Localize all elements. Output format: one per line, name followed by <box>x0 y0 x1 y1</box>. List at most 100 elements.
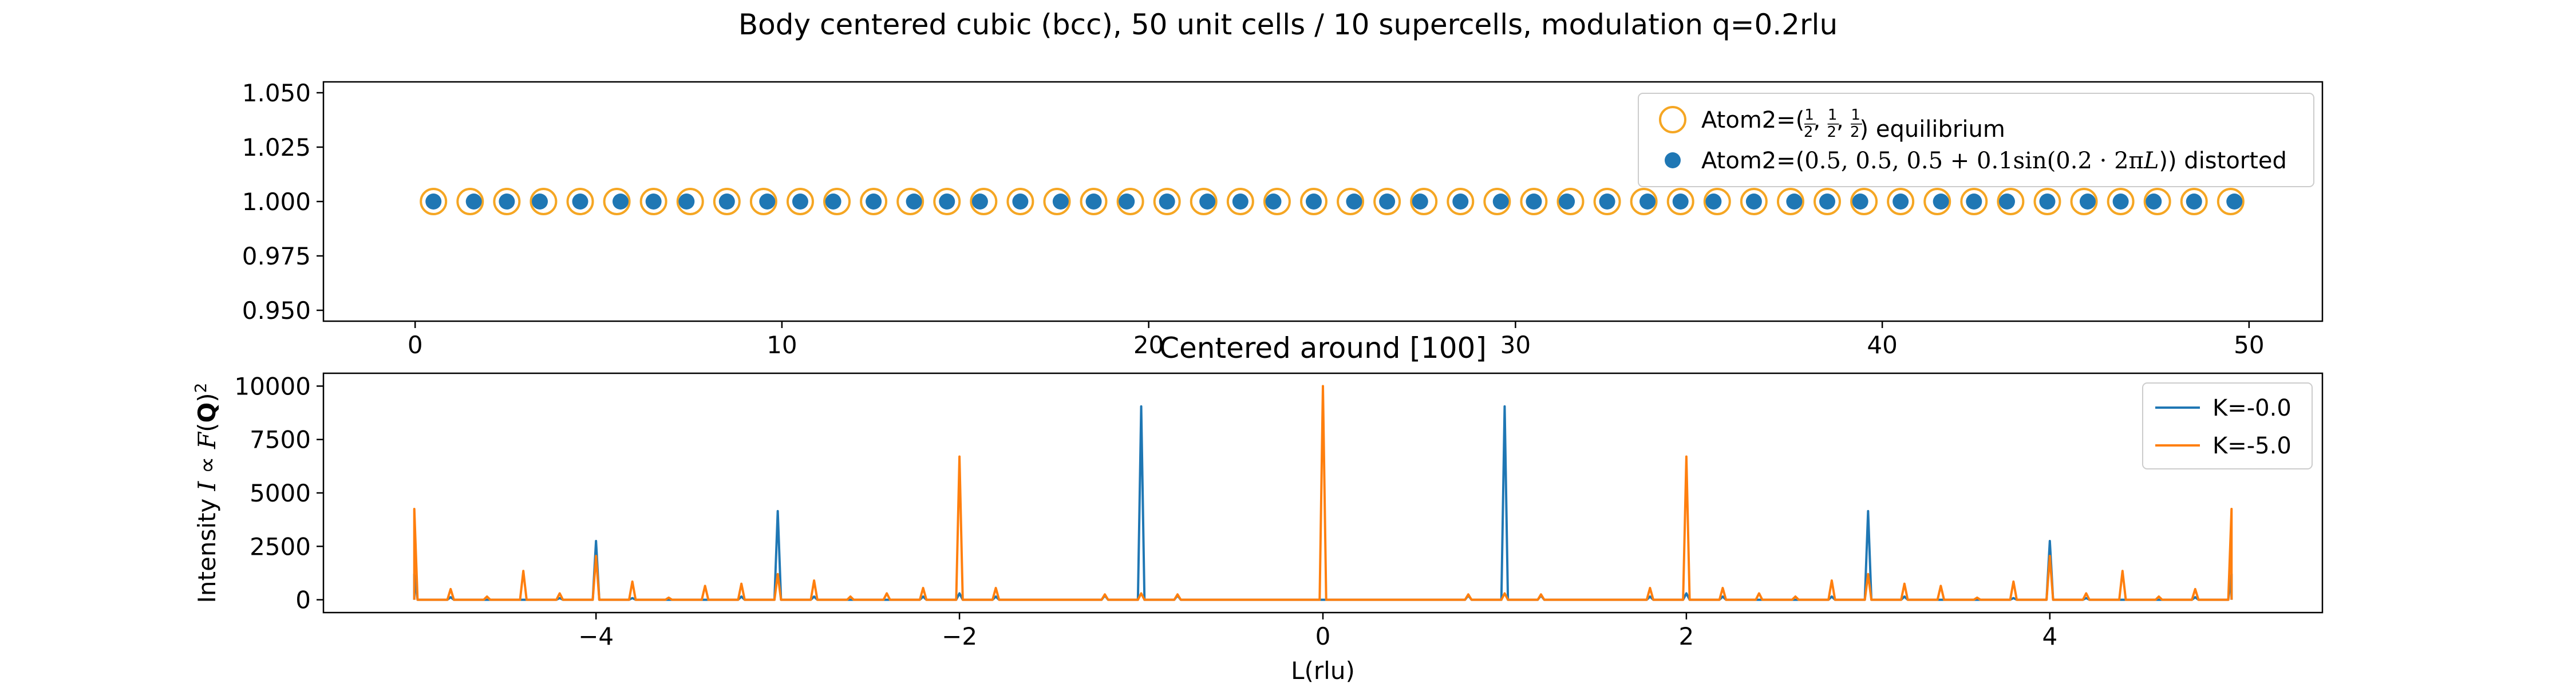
x-tick-label: 0 <box>1315 622 1331 650</box>
distorted-marker <box>792 194 808 210</box>
legend-box <box>1638 93 2314 187</box>
equilibrium-marker <box>1923 188 1951 215</box>
equilibrium-marker <box>749 188 777 215</box>
distorted-marker <box>759 194 776 210</box>
distorted-marker <box>678 194 695 210</box>
distorted-marker <box>1672 194 1689 210</box>
y-tick-label: 1.025 <box>242 133 311 161</box>
distorted-marker <box>2186 194 2202 210</box>
equilibrium-marker <box>1703 188 1731 215</box>
equilibrium-marker <box>1520 188 1548 215</box>
equilibrium-marker <box>1447 188 1475 215</box>
legend-box <box>2142 382 2313 469</box>
equilibrium-marker <box>1410 188 1438 215</box>
equilibrium-marker <box>1006 188 1034 215</box>
y-tick-label: 10000 <box>234 372 311 400</box>
distorted-marker <box>1819 194 1836 210</box>
figure-title: Body centered cubic (bcc), 50 unit cells… <box>738 8 1838 41</box>
equilibrium-marker <box>456 188 484 215</box>
equilibrium-marker <box>1116 188 1144 215</box>
equilibrium-marker <box>1740 188 1768 215</box>
intensity-x-axis: −4 −2 0 2 4 <box>578 613 2057 650</box>
equilibrium-marker <box>2070 188 2098 215</box>
x-tick-label: 40 <box>1867 331 1897 359</box>
equilibrium-marker <box>1373 188 1401 215</box>
equilibrium-marker <box>860 188 888 215</box>
equilibrium-marker <box>420 188 448 215</box>
x-tick-label: 50 <box>2234 331 2264 359</box>
equilibrium-marker <box>2180 188 2208 215</box>
equilibrium-marker <box>786 188 814 215</box>
equilibrium-marker <box>1043 188 1071 215</box>
distorted-marker <box>1412 194 1428 210</box>
x-tick-label: −2 <box>942 622 977 650</box>
distorted-marker <box>1159 194 1175 210</box>
intensity-panel: Centered around [100] −4 −2 0 2 4 0 2500 5000 7… <box>191 331 2324 685</box>
distorted-marker <box>1526 194 1542 210</box>
positions-panel: 0 10 20 30 40 50 0.950 0.975 1.000 1.025 1.050 At… <box>242 79 2324 359</box>
y-tick-label: 7500 <box>250 426 311 454</box>
x-tick-label: 30 <box>1500 331 1531 359</box>
distorted-marker <box>1199 194 1216 210</box>
x-tick-label: −4 <box>578 622 614 650</box>
equilibrium-marker <box>2107 188 2135 215</box>
distorted-marker <box>612 194 629 210</box>
equilibrium-marker <box>639 188 667 215</box>
distorted-marker <box>2226 194 2243 210</box>
legend-distorted-marker <box>1665 152 1681 168</box>
equilibrium-marker <box>1887 188 1915 215</box>
distorted-marker <box>1265 194 1282 210</box>
legend-label: K=-5.0 <box>2212 433 2291 459</box>
legend-label-equilibrium: Atom2=(1 —2, 1 —2, 1 —2) equilibrium <box>1701 106 2005 143</box>
positions-y-axis: 0.950 0.975 1.000 1.025 1.050 <box>242 79 323 325</box>
distorted-marker <box>572 194 588 210</box>
positions-legend: Atom2=(1 —2, 1 —2, 1 —2) equilibrium Atom2=(… <box>1638 93 2314 187</box>
y-tick-label: 5000 <box>250 479 311 507</box>
distorted-marker <box>1786 194 1803 210</box>
positions-x-axis: 0 10 20 30 40 50 <box>408 321 2265 359</box>
equilibrium-marker <box>566 188 594 215</box>
equilibrium-marker <box>1153 188 1181 215</box>
distorted-marker <box>2079 194 2096 210</box>
distorted-marker <box>1305 194 1322 210</box>
legend-label: K=-0.0 <box>2212 395 2291 421</box>
x-tick-label: 0 <box>408 331 423 359</box>
distorted-marker <box>1492 194 1509 210</box>
x-tick-label: 10 <box>767 331 797 359</box>
distorted-marker <box>971 194 988 210</box>
equilibrium-marker <box>1556 188 1585 215</box>
x-tick-label: 2 <box>1679 622 1694 650</box>
equilibrium-marker <box>1263 188 1291 215</box>
distorted-marker <box>465 194 482 210</box>
x-tick-label: 4 <box>2042 622 2057 650</box>
y-tick-label: 0.950 <box>242 297 311 325</box>
intensity-line-k-5 <box>413 385 2233 601</box>
equilibrium-marker <box>1190 188 1218 215</box>
distorted-marker <box>906 194 922 210</box>
equilibrium-marker <box>1630 188 1658 215</box>
positions-markers <box>420 188 2245 215</box>
equilibrium-marker <box>1483 188 1511 215</box>
distorted-marker <box>1893 194 1909 210</box>
distorted-marker <box>1933 194 1949 210</box>
distorted-marker <box>939 194 955 210</box>
equilibrium-marker <box>2143 188 2171 215</box>
distorted-marker <box>1119 194 1135 210</box>
legend-equilibrium-marker <box>1659 106 1686 133</box>
distorted-marker <box>1052 194 1069 210</box>
distorted-marker <box>1852 194 1868 210</box>
distorted-marker <box>1639 194 1656 210</box>
equilibrium-marker <box>1814 188 1842 215</box>
distorted-marker <box>532 194 548 210</box>
distorted-marker <box>425 194 442 210</box>
equilibrium-marker <box>823 188 851 215</box>
equilibrium-marker <box>1997 188 2025 215</box>
distorted-marker <box>1998 194 2015 210</box>
distorted-marker <box>499 194 515 210</box>
equilibrium-marker <box>676 188 704 215</box>
equilibrium-marker <box>933 188 961 215</box>
equilibrium-marker <box>2033 188 2061 215</box>
equilibrium-marker <box>1593 188 1621 215</box>
distorted-marker <box>1705 194 1722 210</box>
